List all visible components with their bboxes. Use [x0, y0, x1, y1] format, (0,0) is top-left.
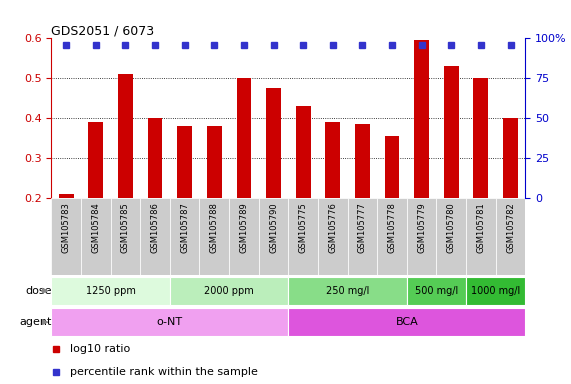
- Bar: [318, 198, 348, 275]
- Text: GSM105780: GSM105780: [447, 202, 456, 253]
- Text: GSM105781: GSM105781: [476, 202, 485, 253]
- Bar: [89, 122, 103, 198]
- Text: agent: agent: [19, 317, 52, 327]
- Bar: [385, 136, 400, 198]
- Bar: [466, 198, 496, 275]
- Text: 1000 mg/l: 1000 mg/l: [471, 286, 520, 296]
- Bar: [503, 118, 518, 198]
- Bar: [407, 198, 436, 275]
- Text: GSM105782: GSM105782: [506, 202, 515, 253]
- Bar: [229, 198, 259, 275]
- Bar: [436, 198, 466, 275]
- Bar: [170, 198, 199, 275]
- Bar: [259, 198, 288, 275]
- Bar: [325, 122, 340, 198]
- Text: BCA: BCA: [396, 317, 418, 327]
- Text: GDS2051 / 6073: GDS2051 / 6073: [51, 24, 155, 37]
- Bar: [118, 74, 133, 198]
- Text: GSM105787: GSM105787: [180, 202, 189, 253]
- Text: GSM105785: GSM105785: [121, 202, 130, 253]
- Bar: [288, 276, 407, 305]
- Text: dose: dose: [25, 286, 52, 296]
- Bar: [407, 276, 466, 305]
- Bar: [59, 194, 74, 198]
- Bar: [296, 106, 311, 198]
- Bar: [81, 198, 111, 275]
- Bar: [473, 78, 488, 198]
- Text: GSM105790: GSM105790: [269, 202, 278, 253]
- Bar: [111, 198, 140, 275]
- Text: GSM105788: GSM105788: [210, 202, 219, 253]
- Bar: [170, 276, 288, 305]
- Bar: [414, 40, 429, 198]
- Bar: [355, 124, 370, 198]
- Bar: [199, 198, 229, 275]
- Text: 500 mg/l: 500 mg/l: [415, 286, 458, 296]
- Bar: [288, 308, 525, 336]
- Text: percentile rank within the sample: percentile rank within the sample: [70, 367, 258, 377]
- Bar: [51, 276, 170, 305]
- Text: GSM105789: GSM105789: [239, 202, 248, 253]
- Text: GSM105786: GSM105786: [151, 202, 159, 253]
- Bar: [444, 66, 459, 198]
- Text: GSM105778: GSM105778: [388, 202, 396, 253]
- Bar: [288, 198, 318, 275]
- Text: GSM105776: GSM105776: [328, 202, 337, 253]
- Text: 2000 ppm: 2000 ppm: [204, 286, 254, 296]
- Bar: [236, 78, 251, 198]
- Bar: [466, 276, 525, 305]
- Bar: [51, 308, 288, 336]
- Text: GSM105784: GSM105784: [91, 202, 100, 253]
- Bar: [177, 126, 192, 198]
- Bar: [207, 126, 222, 198]
- Bar: [377, 198, 407, 275]
- Text: GSM105779: GSM105779: [417, 202, 426, 253]
- Bar: [148, 118, 163, 198]
- Text: GSM105777: GSM105777: [358, 202, 367, 253]
- Text: 250 mg/l: 250 mg/l: [326, 286, 369, 296]
- Text: 1250 ppm: 1250 ppm: [86, 286, 135, 296]
- Text: o-NT: o-NT: [157, 317, 183, 327]
- Bar: [496, 198, 525, 275]
- Text: GSM105783: GSM105783: [62, 202, 71, 253]
- Text: log10 ratio: log10 ratio: [70, 344, 131, 354]
- Bar: [348, 198, 377, 275]
- Bar: [140, 198, 170, 275]
- Text: GSM105775: GSM105775: [299, 202, 308, 253]
- Bar: [266, 88, 281, 198]
- Bar: [51, 198, 81, 275]
